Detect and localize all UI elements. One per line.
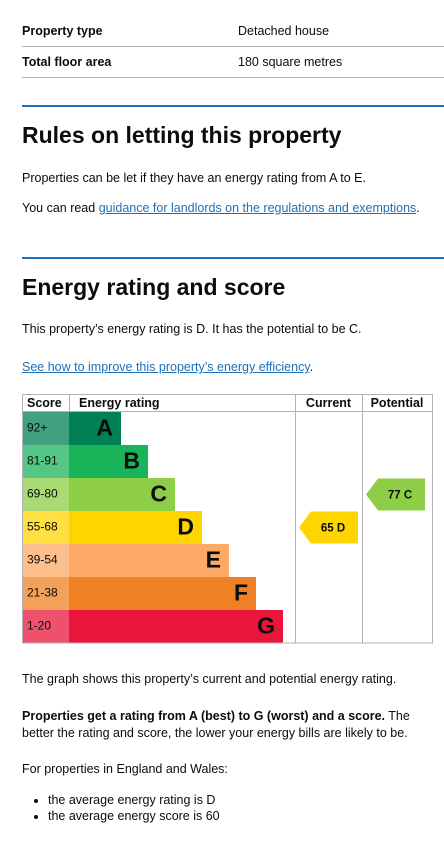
score-label: 92+ — [27, 421, 47, 435]
paragraph: This property’s energy rating is D. It h… — [22, 322, 362, 336]
score-label: 21-38 — [27, 586, 58, 600]
paragraph: Properties can be let if they have an en… — [22, 171, 366, 185]
score-cell — [23, 610, 69, 643]
rating-bar — [69, 478, 175, 511]
rating-letter: A — [96, 415, 113, 441]
current-rating: D — [337, 523, 345, 535]
bullet: the average energy score is 60 — [48, 808, 220, 824]
link[interactable]: See how to improve this property’s energ… — [22, 360, 310, 374]
summary-row: Property type Detached house — [22, 16, 444, 47]
rating-bar — [69, 445, 148, 478]
rating-bar — [69, 544, 229, 577]
summary-row: Total floor area 180 square metres — [22, 47, 444, 78]
rating-letter: C — [150, 481, 167, 507]
bullet: the average energy rating is D — [48, 792, 220, 808]
bullet-list: the average energy rating is D the avera… — [22, 792, 220, 824]
score-label: 1-20 — [27, 619, 51, 633]
column-header: Energy rating — [79, 396, 160, 410]
rating-letter: F — [234, 580, 248, 606]
paragraph: See how to improve this property’s energ… — [22, 360, 313, 374]
link[interactable]: guidance for landlords on the regulation… — [98, 201, 417, 215]
rating-bar — [69, 511, 202, 544]
summary-value: Detached house — [238, 24, 330, 38]
score-cell — [23, 577, 69, 610]
text: The better the rating and score, the low… — [22, 709, 410, 740]
potential-score: 77 — [388, 490, 401, 502]
rating-letter: B — [123, 448, 140, 474]
score-cell — [23, 412, 69, 445]
rating-letter: D — [177, 514, 194, 540]
potential-rating: C — [404, 490, 412, 502]
current-label: 65 D — [321, 523, 345, 535]
score-label: 55-68 — [27, 520, 58, 534]
score-cell — [23, 445, 69, 478]
bold-text: Properties get a rating from A (best) to… — [22, 709, 386, 723]
column-header: Potential — [371, 396, 424, 410]
paragraph: You can read guidance for landlords on t… — [22, 201, 420, 215]
rating-bar — [69, 610, 283, 643]
summary-value: 180 square metres — [238, 55, 343, 69]
rating-chart: 92+ A 81-91 B 69-80 C 55-68 D 39-54 E 21-38 F 1-20 G S… — [22, 394, 433, 644]
text: . — [416, 201, 420, 215]
score-cell — [23, 478, 69, 511]
score-label: 81-91 — [27, 454, 58, 468]
score-label: 69-80 — [27, 487, 58, 501]
column-header: Current — [306, 396, 352, 410]
rating-letter: E — [206, 547, 221, 573]
paragraph: The graph shows this property’s current … — [22, 672, 397, 686]
current-arrow — [299, 511, 358, 544]
score-cell — [23, 511, 69, 544]
score-cell — [23, 544, 69, 577]
summary-label: Property type — [22, 24, 103, 38]
current-score: 65 — [321, 523, 334, 535]
rating-bar — [69, 412, 121, 445]
section-rule — [22, 257, 444, 259]
paragraph: For properties in England and Wales: — [22, 762, 228, 776]
section-rule — [22, 105, 444, 107]
paragraph: Properties get a rating from A (best) to… — [22, 708, 432, 742]
chart-border — [22, 394, 433, 644]
text: . — [309, 360, 314, 374]
potential-arrow — [366, 478, 425, 511]
summary-label: Total floor area — [22, 55, 112, 69]
text: You can read — [22, 201, 96, 215]
section-heading: Rules on letting this property — [22, 122, 342, 148]
rating-bar — [69, 577, 256, 610]
rating-letter: G — [257, 613, 275, 639]
score-label: 39-54 — [27, 553, 58, 567]
section-heading: Energy rating and score — [22, 274, 286, 300]
potential-label: 77 C — [388, 490, 412, 502]
column-header: Score — [27, 396, 62, 410]
